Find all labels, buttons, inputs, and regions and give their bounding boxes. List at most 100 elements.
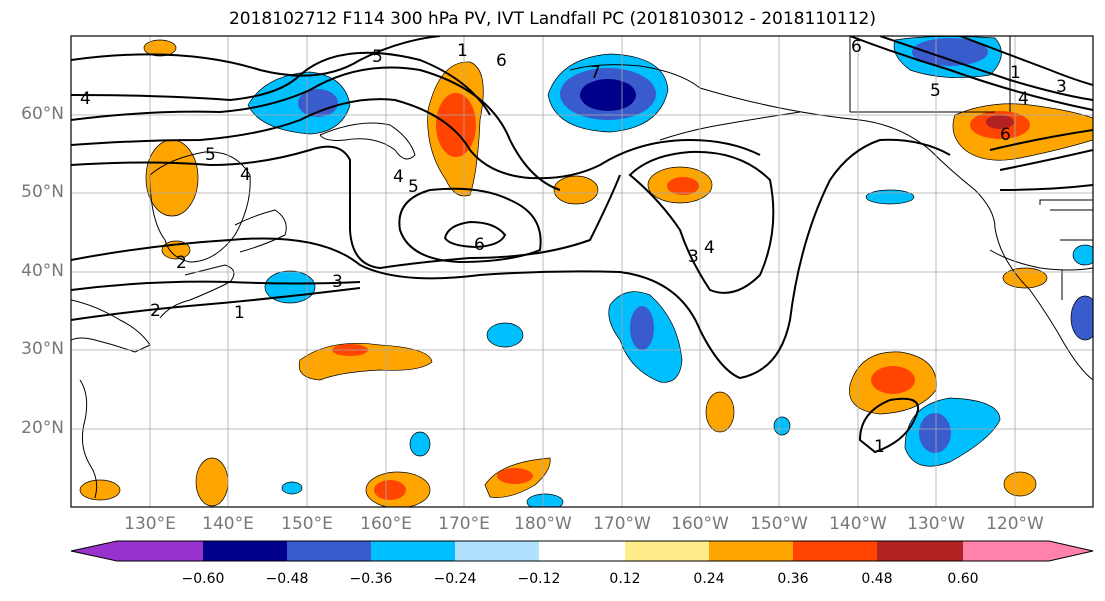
positive-anomaly [298,343,433,381]
lon-label: 170°E [438,514,490,534]
colorbar-tick-label: 0.12 [609,571,641,587]
colorbar-tick-label: −0.48 [265,571,309,587]
colorbar-bin [877,541,963,561]
positive-anomaly [79,479,121,501]
contour-label: 6 [1000,125,1011,145]
lon-label: 140°W [829,514,887,534]
colorbar-bin [539,541,625,561]
colorbar-tick-label: 0.24 [693,571,725,587]
positive-anomaly [705,391,735,433]
colorbar-tick-label: −0.24 [433,571,477,587]
contour-label: 5 [205,145,216,165]
negative-anomaly [580,79,636,111]
contour-label: 6 [474,235,485,255]
negative-anomaly [919,413,951,453]
positive-anomaly [436,93,476,157]
negative-anomaly [865,189,915,205]
negative-anomaly [912,38,988,66]
colorbar-tick-label: 0.60 [947,571,979,587]
contour-label: 5 [372,47,383,67]
contour-label: 6 [496,51,507,71]
contour-label: 2 [150,301,161,321]
colorbar-extend-high [1049,541,1093,561]
lon-label: 170°W [593,514,651,534]
contour-label: 3 [332,272,343,292]
positive-anomaly [497,468,533,484]
contour-label: 4 [393,167,404,187]
colorbar-bin [625,541,709,561]
lon-label: 150°W [750,514,808,534]
contour-label: 3 [688,247,699,267]
positive-anomaly [667,177,699,195]
contour-label: 5 [930,81,941,101]
shaded-anomalies [79,36,1093,507]
lat-label: 20°N [21,418,64,438]
colorbar-tick-label: −0.12 [517,571,561,587]
colorbar-tick-label: −0.60 [181,571,225,587]
colorbar-bin [117,541,203,561]
lat-label: 60°N [21,104,64,124]
lon-label: 120°W [986,514,1044,534]
lon-label: 130°W [907,514,965,534]
contour-label: 4 [80,89,91,109]
colorbar-outline [70,540,1094,562]
negative-anomaly [281,481,303,495]
lon-label: 140°E [202,514,254,534]
lon-label: 130°E [124,514,176,534]
contour-label: 1 [874,437,885,457]
negative-anomaly [1070,295,1093,341]
positive-anomaly [143,39,177,57]
ivt-contours [71,36,1093,454]
positive-anomaly [1003,471,1037,497]
colorbar-tick-label: 0.48 [861,571,893,587]
negative-anomaly [298,89,338,117]
colorbar-bin [455,541,539,561]
negative-anomaly [526,493,564,507]
contour-label: 5 [408,177,419,197]
contour-label: 4 [1018,89,1029,109]
contour-label: 7 [590,63,601,83]
positive-anomaly [553,175,599,205]
positive-anomaly [374,480,406,500]
contour-label: 1 [457,41,468,61]
colorbar-bin [963,541,1049,561]
colorbar-bin [371,541,455,561]
negative-anomaly [409,431,431,457]
colorbar-tick-label: −0.36 [349,571,393,587]
colorbar-tick-label: 0.36 [777,571,809,587]
lat-label: 30°N [21,339,64,359]
graticule [71,36,1093,507]
map-title: 2018102712 F114 300 hPa PV, IVT Landfall… [228,9,876,29]
colorbar-bin [709,541,793,561]
lon-label: 150°E [281,514,333,534]
contour-label: 3 [1056,77,1067,97]
colorbar-bin [203,541,287,561]
colorbar-extend-low [71,541,117,561]
positive-anomaly [1002,267,1048,289]
negative-anomaly [486,322,524,348]
contour-label: 4 [704,238,715,258]
contour-label: 2 [176,253,187,273]
contour-label: 6 [851,37,862,57]
negative-anomaly [773,416,791,436]
positive-anomaly [145,139,199,217]
positive-anomaly [986,115,1014,129]
lat-label: 50°N [21,182,64,202]
colorbar [70,540,1094,562]
positive-anomaly [871,366,915,394]
lon-label: 160°E [360,514,412,534]
positive-anomaly [195,457,229,507]
map-frame [70,35,1094,508]
negative-anomaly [630,306,654,350]
contour-labels: 4 5 6 1 7 5 6 4 5 4 1 6 2 3 2 1 3 4 3 4 … [80,37,1067,457]
negative-anomaly [1072,244,1093,266]
contour-label: 4 [240,165,251,185]
contour-label: 1 [1010,63,1021,83]
colorbar-bin [287,541,371,561]
lon-label: 180°W [514,514,572,534]
contour-label: 1 [234,303,245,323]
colorbar-bin [793,541,877,561]
lon-label: 160°W [671,514,729,534]
lat-label: 40°N [21,261,64,281]
